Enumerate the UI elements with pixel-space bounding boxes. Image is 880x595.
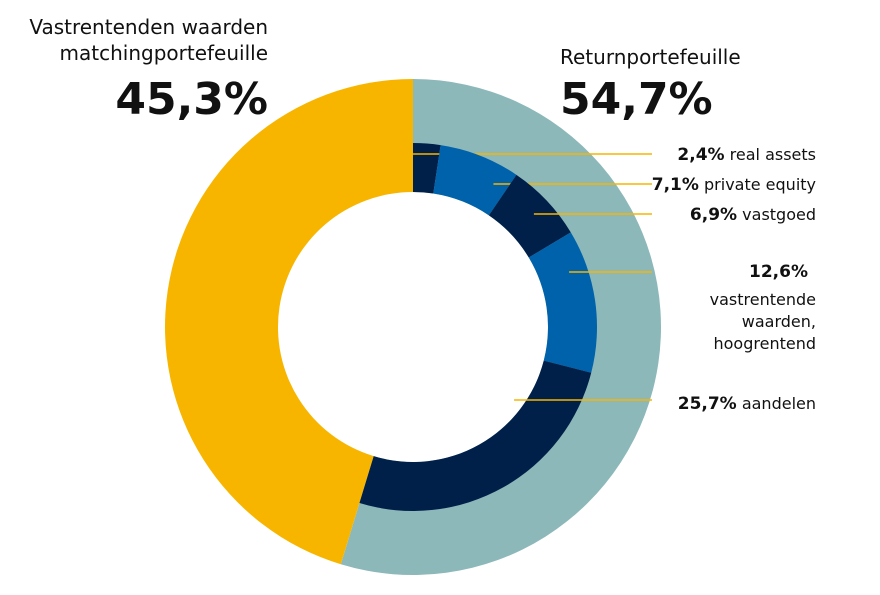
segment-name-line-2: waarden, <box>741 312 816 331</box>
return-portfolio-name-line-1: Returnportefeuille <box>560 45 741 69</box>
segment-name-real-assets: real assets <box>729 145 816 164</box>
segment-name-aandelen: aandelen <box>741 394 816 413</box>
segment-label-private-equity: 7,1% private equity <box>652 174 816 196</box>
inner-slice-real-assets <box>413 143 441 194</box>
inner-slice-vastgoed <box>488 174 571 258</box>
matching-portfolio-label: Vastrentenden waarden matchingportefeuil… <box>0 14 268 66</box>
segment-label-aandelen: 25,7% aandelen <box>678 393 816 415</box>
return-portfolio-value: 54,7% <box>560 74 713 125</box>
return-portfolio-label: Returnportefeuille <box>560 44 741 70</box>
segment-name-private-equity: private equity <box>704 175 816 194</box>
inner-slice-vastrentende-hoogrentend <box>528 232 598 373</box>
segment-value-vastgoed: 6,9% <box>689 205 738 225</box>
segment-value-private-equity: 7,1% <box>651 175 699 195</box>
segment-value-real-assets: 2,4% <box>677 145 725 165</box>
segment-value-vastrentende-hoogrentend: 12,6% <box>749 262 808 282</box>
segment-label-vastrentende-hoogrentend: 12,6% vastrentende waarden, hoogrentend <box>710 261 816 355</box>
segment-name-vastgoed: vastgoed <box>742 205 816 224</box>
matching-portfolio-name-line-2: matchingportefeuille <box>59 41 268 65</box>
matching-portfolio-name-line-1: Vastrentenden waarden <box>29 15 268 39</box>
inner-slice-aandelen <box>359 360 592 511</box>
outer-slice-return-portfolio <box>340 79 662 575</box>
matching-portfolio-value: 45,3% <box>115 74 268 125</box>
inner-slice-private-equity <box>433 145 517 216</box>
segment-label-real-assets: 2,4% real assets <box>677 144 816 166</box>
segment-value-aandelen: 25,7% <box>677 394 737 414</box>
outer-slice-matching-portfolio <box>165 79 413 565</box>
segment-name-line-1: vastrentende <box>709 290 816 309</box>
segment-name-line-3: hoogrentend <box>713 334 817 353</box>
segment-label-vastgoed: 6,9% vastgoed <box>690 204 816 226</box>
